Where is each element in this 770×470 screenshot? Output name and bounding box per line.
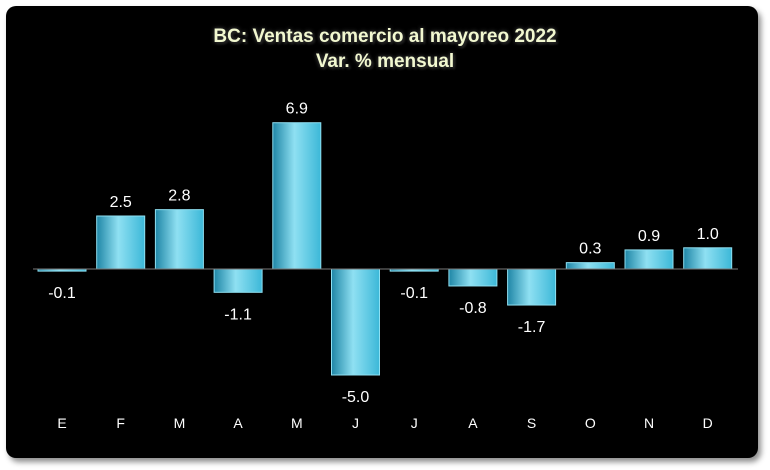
category-label-6: J [411,415,418,431]
value-label-8: -1.7 [518,319,546,336]
category-label-4: M [291,415,303,431]
category-label-2: M [174,415,186,431]
value-label-3: -1.1 [224,306,252,323]
category-label-1: F [116,415,125,431]
bar-4 [272,122,322,270]
value-label-0: -0.1 [48,285,76,302]
category-label-9: O [585,415,596,431]
bar-11 [683,247,733,270]
bar-10 [624,249,674,270]
value-label-11: 1.0 [697,226,719,243]
value-label-5: -5.0 [342,389,370,406]
value-label-9: 0.3 [579,241,601,258]
value-label-7: -0.8 [459,300,487,317]
chart-subtitle: Var. % mensual [315,51,455,72]
bar-8 [507,268,557,306]
bar-2 [154,209,204,270]
category-label-3: A [233,415,243,431]
value-label-2: 2.8 [168,188,190,205]
bar-5 [331,268,380,376]
value-label-10: 0.9 [638,228,660,245]
value-label-6: -0.1 [400,285,428,302]
category-label-7: A [468,415,478,431]
value-label-1: 2.5 [110,194,132,211]
value-label-4: 6.9 [286,101,308,118]
category-label-11: D [703,415,713,431]
bar-9 [565,262,615,270]
bar-1 [96,215,146,270]
category-label-8: S [527,415,536,431]
category-label-5: J [352,415,359,431]
bar-7 [448,268,498,287]
category-label-0: E [57,415,66,431]
chart-title: BC: Ventas comercio al mayoreo 2022 [213,26,557,47]
category-label-10: N [644,415,654,431]
bar-3 [213,268,263,293]
